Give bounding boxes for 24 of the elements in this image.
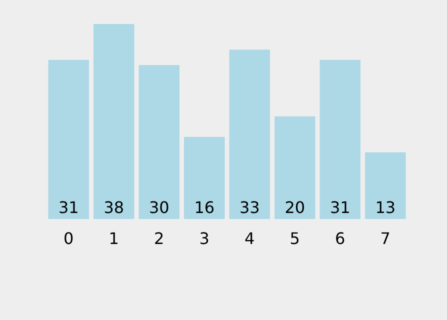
x-tick-label: 3 <box>199 229 210 248</box>
x-tick-label: 4 <box>244 229 255 248</box>
x-tick-label: 0 <box>64 229 74 248</box>
x-tick-label: 6 <box>335 229 346 248</box>
x-tick-label: 1 <box>108 229 119 248</box>
data-label: 16 <box>194 198 215 217</box>
data-label: 30 <box>148 198 170 217</box>
bar <box>94 24 134 219</box>
data-label: 31 <box>58 198 79 217</box>
bar <box>320 60 360 219</box>
bar <box>229 50 270 219</box>
data-label: 20 <box>284 198 306 217</box>
data-label: 13 <box>375 198 396 217</box>
bar <box>184 136 225 219</box>
x-tick-label: 2 <box>154 229 164 248</box>
bar <box>138 65 180 219</box>
bar <box>365 152 406 219</box>
data-label: 31 <box>330 198 350 217</box>
data-label: 33 <box>239 198 260 217</box>
bar <box>48 60 89 219</box>
bar <box>274 116 316 219</box>
x-tick-label: 5 <box>290 229 300 248</box>
x-tick-label: 7 <box>380 229 390 248</box>
data-label: 38 <box>104 198 124 217</box>
